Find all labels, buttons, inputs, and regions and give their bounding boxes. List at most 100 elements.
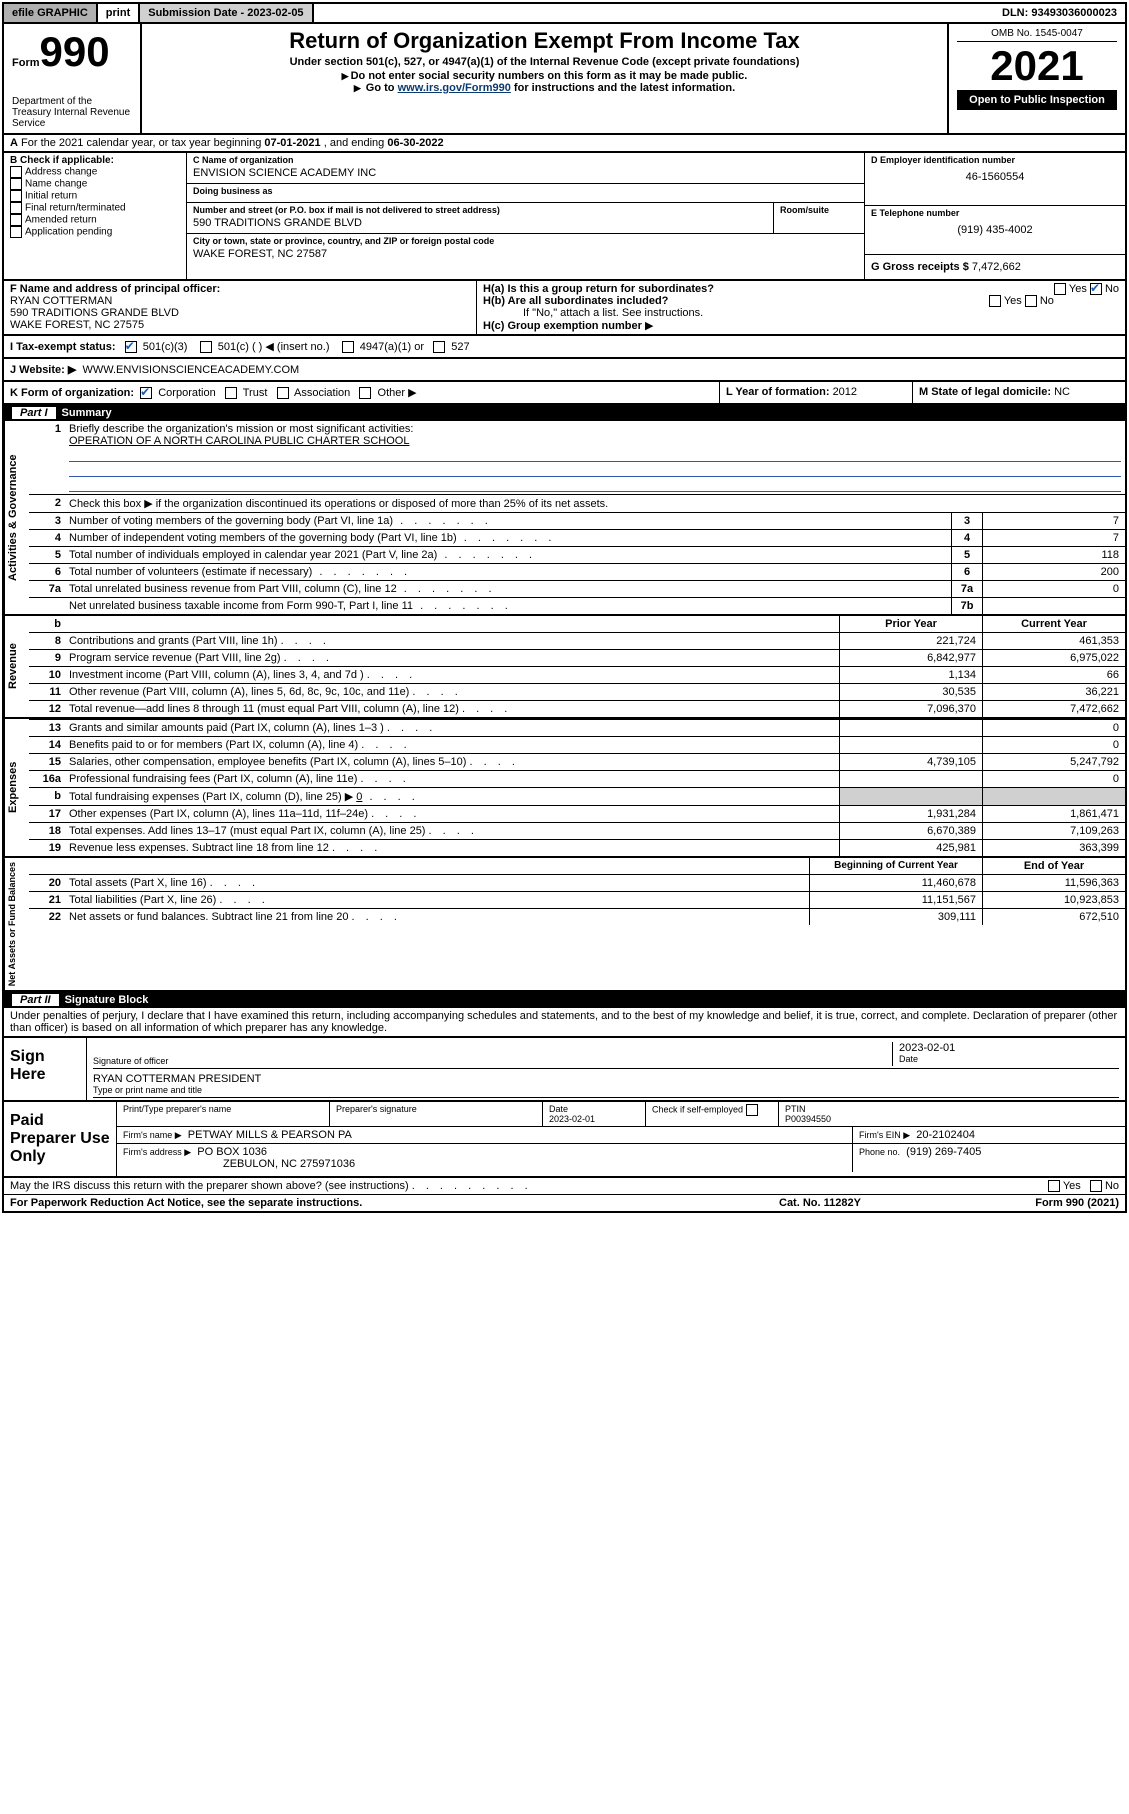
netassets-block: Net Assets or Fund Balances Beginning of… xyxy=(4,858,1125,992)
ha-no-check[interactable] xyxy=(1090,283,1102,295)
hb-yes-label: Yes xyxy=(1004,295,1022,307)
summary-line: 22 Net assets or fund balances. Subtract… xyxy=(29,908,1125,925)
submission-date-value: 2023-02-05 xyxy=(247,7,303,19)
form-990-number: 990 xyxy=(40,28,110,75)
prep-date-value: 2023-02-01 xyxy=(549,1114,595,1124)
section-c: C Name of organization ENVISION SCIENCE … xyxy=(187,153,865,279)
print-button[interactable]: print xyxy=(98,4,140,22)
check-name-change[interactable]: Name change xyxy=(10,178,180,190)
end-year-hdr: End of Year xyxy=(982,858,1125,874)
domicile-state: NC xyxy=(1054,386,1070,398)
tax-year-begin: 07-01-2021 xyxy=(264,137,320,149)
firm-ein-label: Firm's EIN ▶ xyxy=(859,1130,910,1140)
summary-line: 4 Number of independent voting members o… xyxy=(29,529,1125,546)
begin-year-hdr: Beginning of Current Year xyxy=(809,858,982,874)
firm-ein: 20-2102404 xyxy=(916,1129,975,1141)
ptin-value: P00394550 xyxy=(785,1114,831,1124)
check-address-change[interactable]: Address change xyxy=(10,166,180,178)
summary-line: 5 Total number of individuals employed i… xyxy=(29,546,1125,563)
q1-answer: OPERATION OF A NORTH CAROLINA PUBLIC CHA… xyxy=(69,435,409,447)
summary-line: 11 Other revenue (Part VIII, column (A),… xyxy=(29,683,1125,700)
room-label: Room/suite xyxy=(774,203,864,217)
discuss-yes-check[interactable] xyxy=(1048,1180,1060,1192)
check-self-employed[interactable] xyxy=(746,1104,758,1116)
opt-527: 527 xyxy=(451,341,469,353)
year-formation-label: L Year of formation: xyxy=(726,386,833,398)
check-527[interactable] xyxy=(433,341,445,353)
website-label: J Website: ▶ xyxy=(10,364,76,376)
summary-line: 21 Total liabilities (Part X, line 26) .… xyxy=(29,891,1125,908)
ptin-label: PTIN xyxy=(785,1104,806,1114)
summary-line: 17 Other expenses (Part IX, column (A), … xyxy=(29,805,1125,822)
summary-line: b Total fundraising expenses (Part IX, c… xyxy=(29,787,1125,805)
check-501c[interactable] xyxy=(200,341,212,353)
check-4947[interactable] xyxy=(342,341,354,353)
summary-line: 16a Professional fundraising fees (Part … xyxy=(29,770,1125,787)
ha-label: H(a) Is this a group return for subordin… xyxy=(483,283,714,295)
preparer-name-label: Print/Type preparer's name xyxy=(117,1102,330,1126)
check-final-return[interactable]: Final return/terminated xyxy=(10,202,180,214)
summary-line: 10 Investment income (Part VIII, column … xyxy=(29,666,1125,683)
paid-preparer-label: Paid Preparer Use Only xyxy=(4,1102,117,1176)
efile-label: efile GRAPHIC xyxy=(4,4,98,22)
form-header: Form990 Department of the Treasury Inter… xyxy=(4,24,1125,135)
identification-block: B Check if applicable: Address change Na… xyxy=(4,153,1125,281)
open-public-badge: Open to Public Inspection xyxy=(957,90,1117,110)
check-application-pending[interactable]: Application pending xyxy=(10,226,180,238)
check-corporation[interactable] xyxy=(140,387,152,399)
part-i-label: Part I xyxy=(12,407,56,419)
part-ii-header: Part II Signature Block xyxy=(4,992,1125,1008)
summary-line: 14 Benefits paid to or for members (Part… xyxy=(29,736,1125,753)
summary-line: 19 Revenue less expenses. Subtract line … xyxy=(29,839,1125,856)
officer-label: F Name and address of principal officer: xyxy=(10,283,470,295)
summary-line: 13 Grants and similar amounts paid (Part… xyxy=(29,719,1125,736)
check-other[interactable] xyxy=(359,387,371,399)
sig-date-label: Date xyxy=(899,1054,1119,1064)
rule-lines xyxy=(69,447,1121,492)
check-amended-return[interactable]: Amended return xyxy=(10,214,180,226)
revenue-block: Revenue b Prior Year Current Year 8 Cont… xyxy=(4,616,1125,719)
expenses-block: Expenses 13 Grants and similar amounts p… xyxy=(4,719,1125,858)
check-association[interactable] xyxy=(277,387,289,399)
section-b-label: B Check if applicable: xyxy=(10,155,180,166)
irs-link[interactable]: www.irs.gov/Form990 xyxy=(398,82,511,94)
firm-addr1: PO BOX 1036 xyxy=(197,1146,267,1158)
city-label: City or town, state or province, country… xyxy=(187,234,864,248)
check-trust[interactable] xyxy=(225,387,237,399)
opt-corp: Corporation xyxy=(158,387,215,399)
top-bar: efile GRAPHIC print Submission Date - 20… xyxy=(4,4,1125,24)
h-a-row: H(a) Is this a group return for subordin… xyxy=(483,283,1119,295)
addr-label: Number and street (or P.O. box if mail i… xyxy=(187,203,773,217)
summary-line: 15 Salaries, other compensation, employe… xyxy=(29,753,1125,770)
revenue-sidelabel: Revenue xyxy=(4,616,29,717)
officer-addr2: WAKE FOREST, NC 27575 xyxy=(10,319,470,331)
check-initial-return[interactable]: Initial return xyxy=(10,190,180,202)
footer-catno: Cat. No. 11282Y xyxy=(779,1197,959,1209)
section-a: A For the 2021 calendar year, or tax yea… xyxy=(4,135,1125,153)
ha-yes-label: Yes xyxy=(1069,283,1087,295)
instruction-2: Go to www.irs.gov/Form990 for instructio… xyxy=(150,82,939,94)
summary-line: 7a Total unrelated business revenue from… xyxy=(29,580,1125,597)
tax-exempt-row: I Tax-exempt status: 501(c)(3) 501(c) ( … xyxy=(4,336,1125,359)
hb-yes-check[interactable] xyxy=(989,295,1001,307)
instr2-post: for instructions and the latest informat… xyxy=(511,82,735,94)
section-a-label: A xyxy=(10,137,18,149)
hb-no-check[interactable] xyxy=(1025,295,1037,307)
check-501c3[interactable] xyxy=(125,341,137,353)
domicile-label: M State of legal domicile: xyxy=(919,386,1054,398)
discuss-no-check[interactable] xyxy=(1090,1180,1102,1192)
section-b: B Check if applicable: Address change Na… xyxy=(4,153,187,279)
discuss-yes: Yes xyxy=(1063,1180,1081,1192)
ha-yes-check[interactable] xyxy=(1054,283,1066,295)
tax-year-end: 06-30-2022 xyxy=(387,137,443,149)
section-d-e-g: D Employer identification number 46-1560… xyxy=(865,153,1125,279)
city-state-zip: WAKE FOREST, NC 27587 xyxy=(187,248,864,264)
sig-officer-label: Signature of officer xyxy=(93,1056,892,1066)
k-label: K Form of organization: xyxy=(10,387,134,399)
part-i-header: Part I Summary xyxy=(4,405,1125,421)
firm-addr2: ZEBULON, NC 275971036 xyxy=(223,1158,355,1170)
activities-governance-block: Activities & Governance 1 Briefly descri… xyxy=(4,421,1125,616)
instr2-pre: Go to xyxy=(366,82,398,94)
instruction-1: Do not enter social security numbers on … xyxy=(150,70,939,82)
dba-value xyxy=(187,198,864,202)
